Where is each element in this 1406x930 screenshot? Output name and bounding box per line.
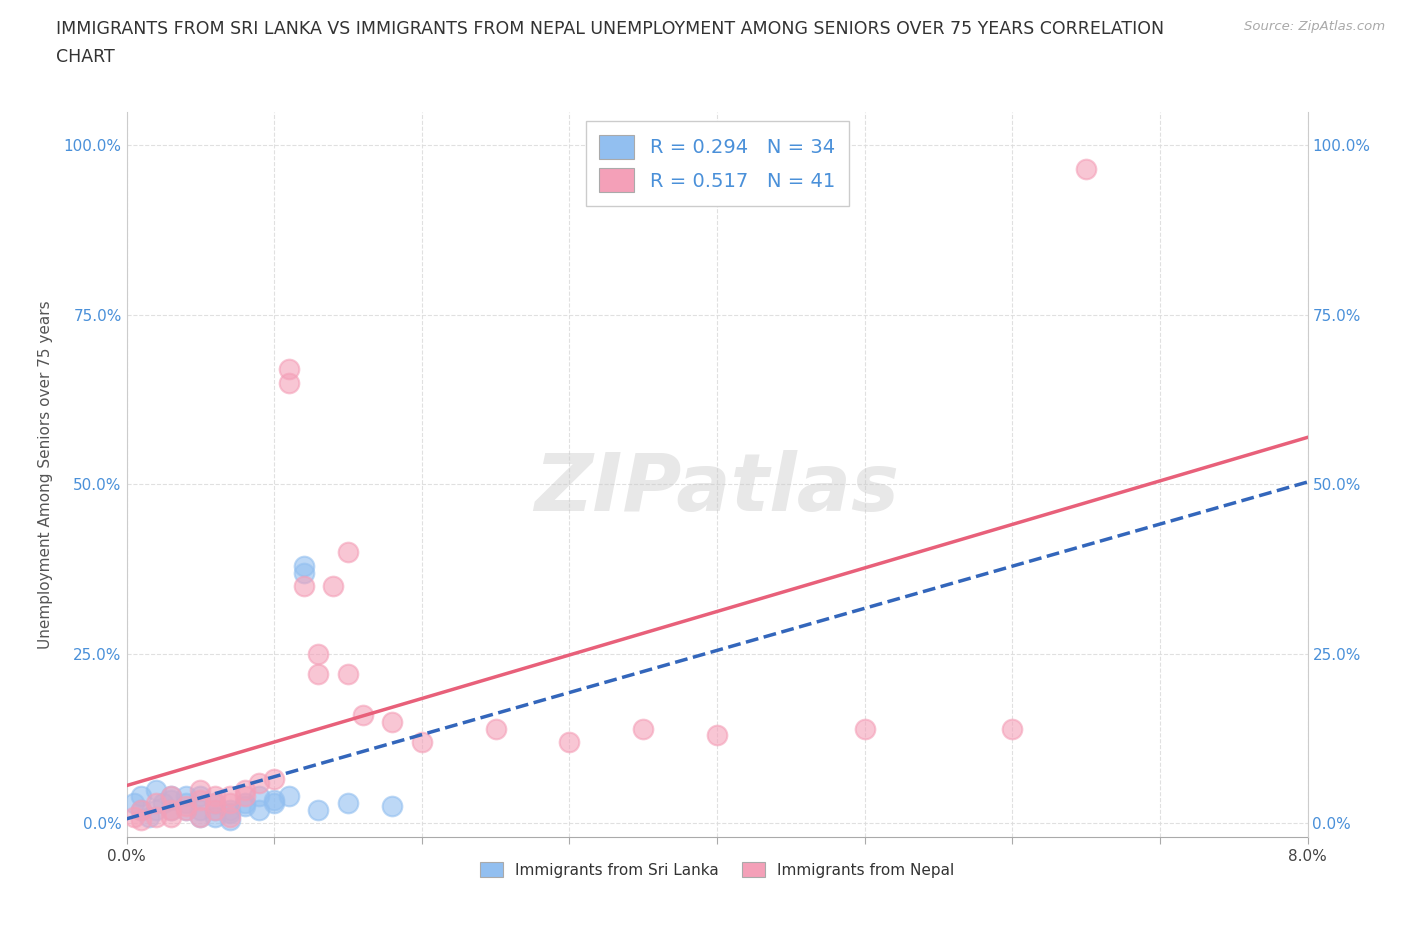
Text: Source: ZipAtlas.com: Source: ZipAtlas.com — [1244, 20, 1385, 33]
Point — [307, 646, 329, 661]
Point — [307, 803, 329, 817]
Point — [322, 578, 344, 593]
Point — [292, 558, 315, 573]
Point — [292, 565, 315, 580]
Point — [174, 799, 197, 814]
Point — [145, 809, 167, 824]
Point — [233, 796, 256, 811]
Point — [138, 809, 160, 824]
Text: ZIPatlas: ZIPatlas — [534, 450, 900, 528]
Point — [263, 796, 285, 811]
Point — [160, 792, 183, 807]
Point — [204, 803, 226, 817]
Point — [188, 792, 212, 807]
Point — [337, 667, 360, 682]
Point — [219, 789, 242, 804]
Point — [292, 578, 315, 593]
Point — [219, 813, 242, 828]
Point — [411, 735, 433, 750]
Y-axis label: Unemployment Among Seniors over 75 years: Unemployment Among Seniors over 75 years — [38, 300, 52, 648]
Legend: Immigrants from Sri Lanka, Immigrants from Nepal: Immigrants from Sri Lanka, Immigrants fr… — [474, 856, 960, 884]
Point — [129, 813, 153, 828]
Point — [188, 782, 212, 797]
Point — [233, 789, 256, 804]
Point — [219, 809, 242, 824]
Point — [249, 789, 271, 804]
Point — [145, 796, 167, 811]
Point — [381, 714, 404, 729]
Point — [263, 792, 285, 807]
Point — [204, 809, 226, 824]
Point — [278, 376, 301, 391]
Point — [204, 796, 226, 811]
Point — [278, 362, 301, 377]
Point — [204, 796, 226, 811]
Point — [249, 776, 271, 790]
Point — [307, 667, 329, 682]
Point — [188, 803, 212, 817]
Point — [152, 796, 174, 811]
Point — [337, 796, 360, 811]
Point — [145, 782, 167, 797]
Point — [204, 803, 226, 817]
Point — [219, 805, 242, 820]
Point — [233, 782, 256, 797]
Point — [853, 721, 876, 736]
Point — [188, 789, 212, 804]
Point — [263, 772, 285, 787]
Point — [122, 796, 145, 811]
Point — [145, 803, 167, 817]
Point — [219, 796, 242, 811]
Point — [558, 735, 581, 750]
Text: IMMIGRANTS FROM SRI LANKA VS IMMIGRANTS FROM NEPAL UNEMPLOYMENT AMONG SENIORS OV: IMMIGRANTS FROM SRI LANKA VS IMMIGRANTS … — [56, 20, 1164, 38]
Point — [174, 803, 197, 817]
Point — [160, 803, 183, 817]
Point — [233, 799, 256, 814]
Point — [129, 803, 153, 817]
Point — [249, 803, 271, 817]
Point — [188, 809, 212, 824]
Point — [337, 545, 360, 560]
Point — [188, 809, 212, 824]
Point — [174, 789, 197, 804]
Point — [381, 799, 404, 814]
Point — [160, 789, 183, 804]
Point — [633, 721, 655, 736]
Text: CHART: CHART — [56, 48, 115, 66]
Point — [160, 809, 183, 824]
Point — [484, 721, 508, 736]
Point — [174, 803, 197, 817]
Point — [706, 728, 728, 743]
Point — [352, 708, 374, 723]
Point — [1001, 721, 1024, 736]
Point — [160, 789, 183, 804]
Point — [204, 789, 226, 804]
Point — [160, 803, 183, 817]
Point — [219, 803, 242, 817]
Point — [129, 789, 153, 804]
Point — [129, 803, 153, 817]
Point — [1076, 162, 1098, 177]
Point — [278, 789, 301, 804]
Point — [174, 796, 197, 811]
Point — [122, 809, 145, 824]
